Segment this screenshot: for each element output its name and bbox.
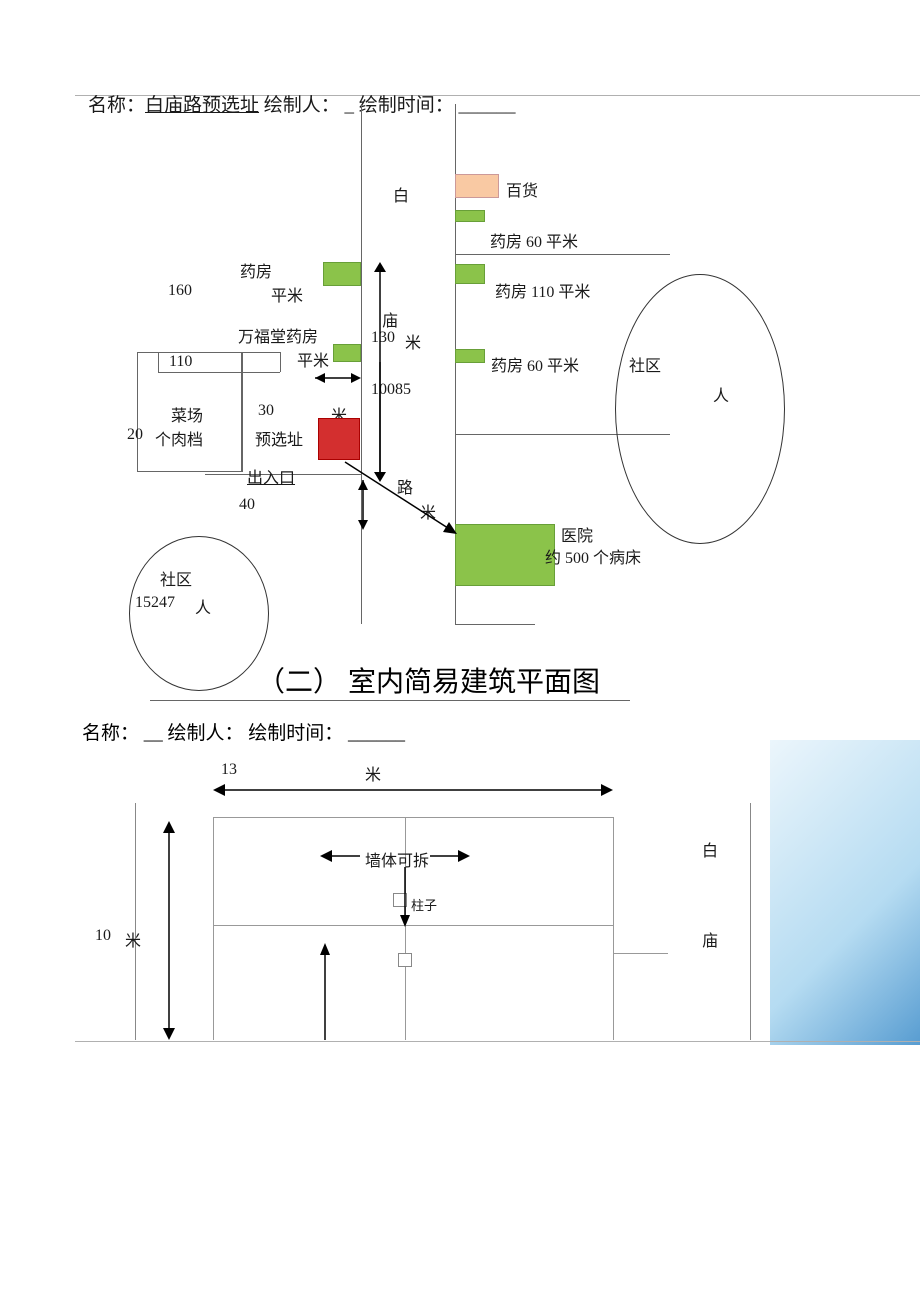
market-divider [242,352,243,472]
wanfu-b: 平米 [297,347,329,371]
pillar-2 [398,953,412,967]
wanfu-block [333,344,361,362]
fp-arrow-h [213,783,613,797]
baihuo-label: 百货 [506,177,538,201]
fp-mi-left: 米 [125,927,141,951]
pharm-tl-block [323,262,361,286]
n110-box-r [280,352,281,372]
fp-mi-top: 米 [365,761,381,785]
h2-author: 绘制人： [168,723,249,744]
community-l-label: 社区 [160,566,192,590]
n40: 40 [239,496,255,514]
wall-label: 墙体可拆 [365,847,429,871]
n20: 20 [127,426,143,444]
h-line-a [455,254,670,255]
n160: 160 [168,282,192,300]
fp-outer-r [750,803,751,1040]
wanfu-arrow [315,372,361,384]
fp-miao: 庙 [702,927,718,951]
community-r-ren: 人 [713,382,729,406]
road-char-2b: 米 [405,329,421,353]
fp-arrow-v [162,821,176,1040]
h-line-c [455,624,535,625]
prepick-block [318,418,360,460]
section-2-title: （二） 室内简易建筑平面图 [257,660,600,700]
h2-time: 绘制时间： ______ [248,723,405,744]
fp-room-l [213,817,214,1040]
fp-door-r [613,953,668,954]
arrow-40 [357,480,369,530]
hospital-label: 医院 [561,522,593,546]
road-char-1: 白 [393,182,409,206]
pharm-tl-b: 平米 [271,282,303,306]
fp-n10: 10 [95,927,111,945]
market-label: 菜场 [171,402,203,426]
meat-label: 个肉档 [155,426,203,450]
pharm60a-block [455,210,485,222]
site-map: 白 庙 130 米 10085 路 米 百货 药房 60 平米 药房 110 平… [75,104,775,702]
floor-plan: 13 米 墙体可拆 柱子 10 米 白 庙 [75,743,775,1040]
community-right-ellipse [615,274,785,544]
hospital-block [455,524,555,586]
n30: 30 [258,402,274,420]
fp-room-mid [213,925,613,926]
pharm60a-label: 药房 60 平米 [490,228,578,252]
fp-bai: 白 [702,837,718,861]
fp-outer-l [135,803,136,1040]
pharm-tl-label: 药房 [240,258,272,282]
title2-underline [150,700,630,701]
baihuo-block [455,174,499,198]
pharm60b-label: 药房 60 平米 [491,352,579,376]
wanfu-label: 万福堂药房 [238,323,318,347]
road-left-line [361,104,362,624]
h2-name: 名称： __ [82,723,168,744]
fp-room-r [613,817,614,1040]
pharm110-label: 药房 110 平米 [495,278,590,302]
header-2: 名称： __ 绘制人： 绘制时间： ______ [82,718,405,745]
fp-n13: 13 [221,761,237,779]
n15247: 15247 [135,594,175,612]
community-l-ren: 人 [195,594,211,618]
fp-arrow-vmid [399,867,411,927]
pharm110-block [455,264,485,284]
pillar-label: 柱子 [411,895,437,914]
fp-room-t [213,817,613,818]
prepick-label: 预选址 [255,426,303,450]
exit-label: 出入口 [247,464,295,488]
community-r-label: 社区 [629,352,661,376]
fp-arrow-vmid2 [319,943,331,1040]
hospital-bed: 约 500 个病床 [545,544,641,568]
pharm60b-block [455,349,485,363]
